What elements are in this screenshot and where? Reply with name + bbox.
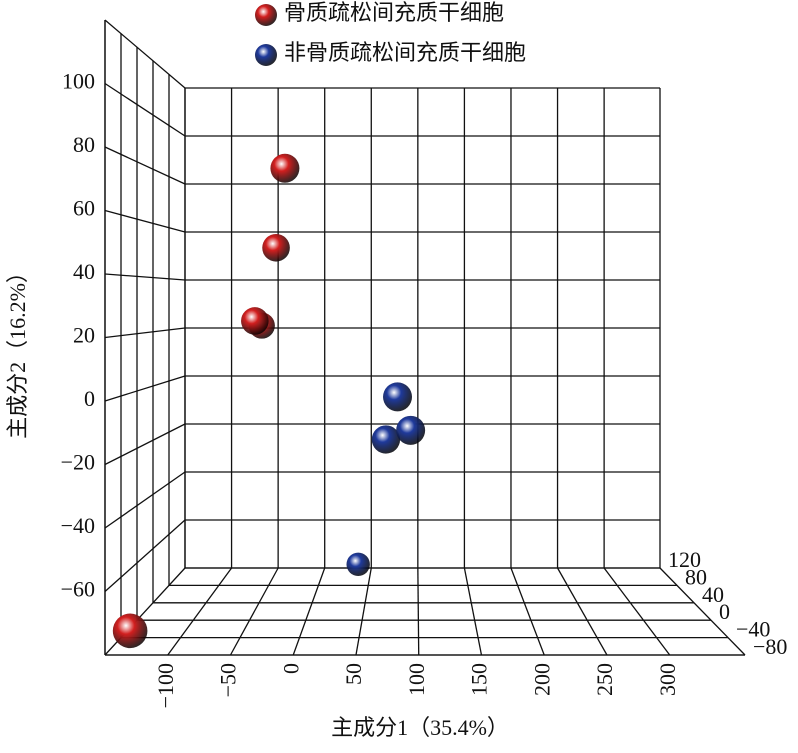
y-tick-label: 20 — [73, 323, 95, 348]
grid-line — [229, 567, 279, 656]
grid-line — [104, 519, 186, 592]
y-axis-label: 主成分2（16.2%） — [5, 261, 30, 439]
grid-line — [292, 567, 326, 656]
grid-line — [556, 567, 608, 656]
grid-line — [104, 146, 186, 185]
y-tick-label: 0 — [84, 386, 95, 411]
grid-line — [104, 327, 186, 339]
z-tick-label: 40 — [702, 582, 724, 607]
point — [371, 425, 401, 454]
x-tick-label: −100 — [153, 663, 178, 708]
frame — [104, 19, 186, 89]
y-tick-label: −40 — [61, 513, 95, 538]
point — [346, 552, 370, 577]
point — [396, 415, 426, 445]
grid-line — [104, 82, 186, 137]
x-tick-label: 0 — [278, 663, 303, 674]
z-tick-label: 120 — [668, 547, 701, 572]
x-axis-label: 主成分1（35.4%） — [331, 715, 509, 740]
grid-line — [167, 567, 233, 656]
grid-line — [104, 423, 186, 466]
point — [383, 382, 413, 412]
y-tick-label: −60 — [61, 577, 95, 602]
grid-line — [104, 209, 186, 233]
point — [270, 153, 300, 183]
x-tick-label: 250 — [592, 663, 617, 696]
y-tick-label: −20 — [61, 450, 95, 475]
z-tick-label: −40 — [736, 617, 770, 642]
grid-line — [355, 567, 372, 656]
z-tick-label: 0 — [719, 599, 730, 624]
x-tick-label: −50 — [216, 663, 241, 697]
point — [241, 307, 269, 335]
grid-line — [603, 567, 671, 656]
x-tick-label: 300 — [655, 663, 680, 696]
grid-line — [417, 567, 420, 656]
x-tick-label: 200 — [529, 663, 554, 696]
y-tick-label: 60 — [73, 196, 95, 221]
frame — [659, 567, 746, 656]
legend-marker — [255, 4, 277, 26]
x-tick-label: 150 — [467, 663, 492, 696]
legend-label: 非骨质疏松间充质干细胞 — [284, 40, 526, 65]
legend-label: 骨质疏松间充质干细胞 — [284, 0, 504, 25]
point — [262, 233, 290, 262]
z-tick-label: 80 — [685, 564, 707, 589]
grid-line — [104, 273, 186, 281]
grid-line — [104, 471, 186, 529]
y-tick-label: 40 — [73, 259, 95, 284]
x-tick-label: 100 — [404, 663, 429, 696]
point — [112, 613, 148, 649]
z-tick-label: −80 — [753, 634, 787, 659]
legend-marker — [255, 44, 277, 66]
y-tick-label: 100 — [62, 69, 95, 94]
grid-line — [104, 375, 186, 402]
x-tick-label: 50 — [341, 663, 366, 685]
grid-line — [510, 567, 545, 656]
y-tick-label: 80 — [73, 132, 95, 157]
grid-line — [463, 567, 483, 656]
